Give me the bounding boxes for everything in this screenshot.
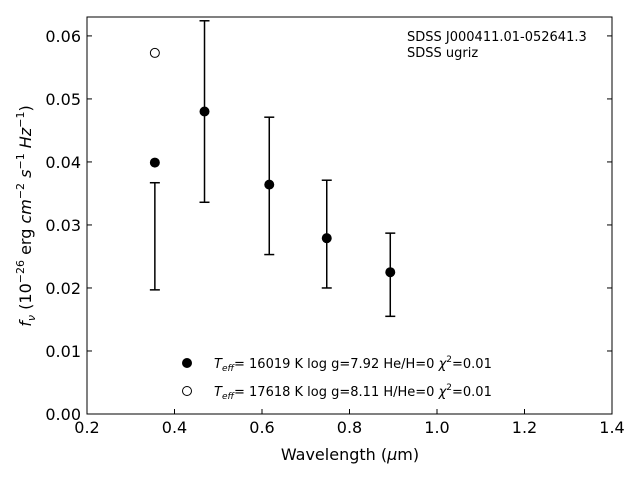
y-tick-label: 0.01 [45,342,81,361]
plot-frame [86,16,613,415]
data-point-filled [199,106,210,117]
y-tick-label: 0.05 [45,90,81,109]
legend-label-open: Teff= 17618 K log g=8.11 H/He=0 χ2=0.01 [214,383,492,402]
data-point-filled [264,179,275,190]
y-axis-label: fν (10−26 erg cm−2 s−1 Hz−1) [14,105,38,326]
x-axis-label: Wavelength (μm) [281,445,419,464]
legend-label-filled: Teff= 16019 K log g=7.92 He/H=0 χ2=0.01 [214,355,492,374]
x-tick-label: 1.0 [424,418,449,437]
legend-marker-filled [182,358,192,368]
data-points [149,47,396,278]
data-point-filled [321,233,332,244]
x-tick-label: 1.4 [599,418,624,437]
x-tick-label: 0.4 [162,418,187,437]
x-tick-label: 0.8 [337,418,362,437]
y-tick-label: 0.03 [45,216,81,235]
x-tick-label: 0.6 [249,418,274,437]
legend: Teff= 16019 K log g=7.92 He/H=0 χ2=0.01 … [182,355,492,402]
annotation-object-name: SDSS J000411.01-052641.3 [407,30,587,45]
error-bars [149,20,396,318]
y-tick-label: 0.06 [45,27,81,46]
annotation-survey-name: SDSS ugriz [407,46,478,61]
y-tick-label: 0.04 [45,153,81,172]
y-axis: 0.00 0.01 0.02 0.03 0.04 0.05 0.06 [45,27,612,424]
x-tick-label: 1.2 [512,418,537,437]
data-point-open [149,47,160,58]
data-point-filled [385,267,396,278]
y-tick-label: 0.00 [45,405,81,424]
data-point-filled [149,157,160,168]
y-tick-label: 0.02 [45,279,81,298]
legend-marker-open [182,386,192,396]
x-axis: 0.2 0.4 0.6 0.8 1.0 1.2 1.4 [74,409,625,437]
x-tick-label: 0.2 [74,418,99,437]
